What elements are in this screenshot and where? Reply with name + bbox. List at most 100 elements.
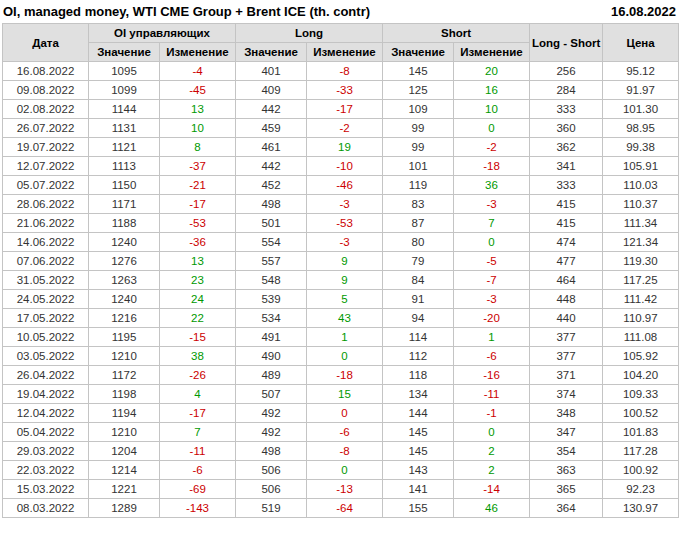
cell-oi-value: 1099 — [89, 81, 160, 100]
cell-oi-change: -53 — [160, 214, 236, 233]
cell-long-change: -53 — [307, 214, 383, 233]
cell-long-short: 363 — [530, 461, 603, 480]
table-row: 31.05.2022126323548984-7464117.25 — [3, 271, 679, 290]
cell-date: 21.06.2022 — [3, 214, 89, 233]
sub-header-oi-value: Значение — [89, 43, 160, 62]
cell-long-change: -17 — [307, 100, 383, 119]
cell-price: 98.95 — [603, 119, 679, 138]
cell-long-value: 501 — [236, 214, 307, 233]
cell-date: 15.03.2022 — [3, 480, 89, 499]
cell-oi-change: -45 — [160, 81, 236, 100]
cell-short-change: -6 — [454, 347, 530, 366]
cell-oi-value: 1210 — [89, 347, 160, 366]
table-row: 08.03.20221289-143519-6415546364130.97 — [3, 499, 679, 518]
cell-long-value: 507 — [236, 385, 307, 404]
cell-oi-change: -26 — [160, 366, 236, 385]
cell-oi-value: 1214 — [89, 461, 160, 480]
cell-short-change: -20 — [454, 309, 530, 328]
sub-header-short-value: Значение — [383, 43, 454, 62]
cell-short-change: -18 — [454, 157, 530, 176]
cell-short-value: 114 — [383, 328, 454, 347]
cell-short-change: -14 — [454, 480, 530, 499]
cell-long-short: 365 — [530, 480, 603, 499]
cell-price: 110.03 — [603, 176, 679, 195]
cell-date: 28.06.2022 — [3, 195, 89, 214]
cell-long-value: 554 — [236, 233, 307, 252]
cell-short-change: 0 — [454, 423, 530, 442]
cell-long-value: 409 — [236, 81, 307, 100]
cell-oi-change: -17 — [160, 195, 236, 214]
cell-short-change: -3 — [454, 195, 530, 214]
cell-long-value: 461 — [236, 138, 307, 157]
cell-short-value: 109 — [383, 100, 454, 119]
cell-short-change: 0 — [454, 119, 530, 138]
cell-date: 29.03.2022 — [3, 442, 89, 461]
cell-oi-change: -37 — [160, 157, 236, 176]
cell-short-change: 46 — [454, 499, 530, 518]
cell-oi-change: -36 — [160, 233, 236, 252]
cell-long-change: -46 — [307, 176, 383, 195]
cell-short-value: 155 — [383, 499, 454, 518]
cell-oi-value: 1095 — [89, 62, 160, 81]
cell-oi-value: 1240 — [89, 290, 160, 309]
cell-date: 07.06.2022 — [3, 252, 89, 271]
cell-short-value: 94 — [383, 309, 454, 328]
cell-short-change: -1 — [454, 404, 530, 423]
table-row: 02.08.2022114413442-1710910333101.30 — [3, 100, 679, 119]
cell-long-value: 519 — [236, 499, 307, 518]
cell-short-change: -2 — [454, 138, 530, 157]
cell-price: 105.91 — [603, 157, 679, 176]
cell-long-value: 459 — [236, 119, 307, 138]
cell-price: 101.30 — [603, 100, 679, 119]
cell-long-short: 448 — [530, 290, 603, 309]
cell-oi-value: 1172 — [89, 366, 160, 385]
cell-price: 100.52 — [603, 404, 679, 423]
cell-long-change: -3 — [307, 233, 383, 252]
cell-date: 24.05.2022 — [3, 290, 89, 309]
cell-short-value: 119 — [383, 176, 454, 195]
col-header-short-group: Short — [383, 24, 530, 43]
cell-short-value: 99 — [383, 119, 454, 138]
cell-long-short: 371 — [530, 366, 603, 385]
cell-long-change: -13 — [307, 480, 383, 499]
cell-oi-change: -143 — [160, 499, 236, 518]
cell-short-change: 1 — [454, 328, 530, 347]
table-row: 14.06.20221240-36554-3800474121.34 — [3, 233, 679, 252]
cell-short-value: 145 — [383, 62, 454, 81]
cell-long-value: 498 — [236, 195, 307, 214]
cell-long-short: 333 — [530, 100, 603, 119]
cell-long-value: 490 — [236, 347, 307, 366]
cell-oi-value: 1121 — [89, 138, 160, 157]
cell-long-value: 452 — [236, 176, 307, 195]
cell-oi-value: 1216 — [89, 309, 160, 328]
cell-long-short: 440 — [530, 309, 603, 328]
cell-short-value: 144 — [383, 404, 454, 423]
cell-long-change: 19 — [307, 138, 383, 157]
cell-price: 111.42 — [603, 290, 679, 309]
cell-long-change: 9 — [307, 252, 383, 271]
cell-price: 105.92 — [603, 347, 679, 366]
cell-long-value: 401 — [236, 62, 307, 81]
cell-long-short: 354 — [530, 442, 603, 461]
cell-long-value: 442 — [236, 157, 307, 176]
cell-date: 17.05.2022 — [3, 309, 89, 328]
cell-price: 92.23 — [603, 480, 679, 499]
cell-short-change: 2 — [454, 442, 530, 461]
cell-oi-change: 8 — [160, 138, 236, 157]
cell-date: 19.07.2022 — [3, 138, 89, 157]
cell-date: 09.08.2022 — [3, 81, 89, 100]
cell-oi-value: 1194 — [89, 404, 160, 423]
cell-short-value: 125 — [383, 81, 454, 100]
col-header-long-short: Long - Short — [530, 24, 603, 62]
cell-date: 26.04.2022 — [3, 366, 89, 385]
cell-oi-change: -6 — [160, 461, 236, 480]
cell-long-value: 491 — [236, 328, 307, 347]
cell-long-short: 284 — [530, 81, 603, 100]
cell-oi-change: 10 — [160, 119, 236, 138]
cell-short-change: -16 — [454, 366, 530, 385]
cell-long-short: 477 — [530, 252, 603, 271]
cell-short-change: -5 — [454, 252, 530, 271]
table-row: 19.07.2022112184611999-236299.38 — [3, 138, 679, 157]
cell-short-value: 141 — [383, 480, 454, 499]
cell-date: 05.07.2022 — [3, 176, 89, 195]
